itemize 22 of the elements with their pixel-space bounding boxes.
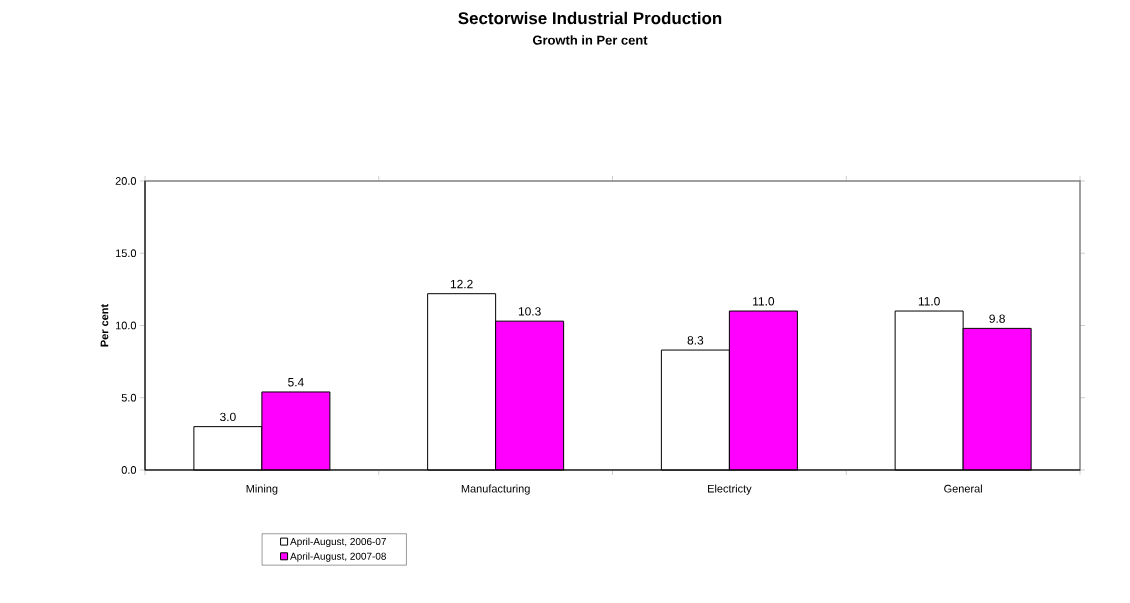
data-label: 9.8 [989, 314, 1005, 323]
y-tick-label: 5.0 [121, 393, 137, 402]
y-tick-label: 15.0 [115, 249, 137, 258]
x-tick-label: Mining [246, 484, 278, 495]
data-label: 5.4 [288, 378, 304, 387]
y-tick-label: 20.0 [115, 177, 137, 185]
legend-label: April-August, 2006-07 [290, 537, 386, 548]
x-tick-label: Electricty [708, 484, 752, 495]
data-label: 12.2 [450, 279, 473, 289]
data-label: 10.3 [518, 307, 541, 316]
y-tick-label: 10.0 [115, 321, 137, 330]
x-tick-label: General [944, 484, 982, 493]
y-tick-label: 0.0 [121, 466, 137, 474]
legend-label: April-August, 2007-08 [290, 552, 386, 562]
data-label: 11.0 [918, 297, 940, 306]
y-axis-title: Per cent [100, 304, 109, 347]
data-label: 11.0 [753, 297, 775, 306]
data-label: 3.0 [220, 412, 236, 422]
x-tick-label: Manufacturing [461, 484, 530, 495]
chart-title: Sectorwise Industrial Production [458, 11, 722, 25]
data-label: 8.3 [687, 336, 704, 345]
chart-subtitle: Growth in Per cent [532, 35, 648, 45]
